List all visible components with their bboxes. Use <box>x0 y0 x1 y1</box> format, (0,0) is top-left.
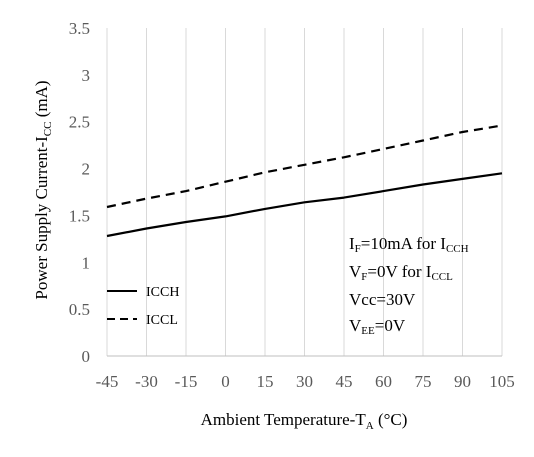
legend-label-iccl: ICCL <box>146 313 178 328</box>
x-tick-label: 75 <box>415 372 432 391</box>
legend-label-icch: ICCH <box>146 285 179 300</box>
x-tick-labels: -45 -30 -15 0 15 30 45 60 75 90 105 <box>96 372 515 391</box>
x-tick-label: 45 <box>336 372 353 391</box>
annotation-if: IF=10mA for ICCH <box>349 234 469 255</box>
x-tick-label: 0 <box>221 372 230 391</box>
series-line-iccl <box>106 124 503 209</box>
y-tick-label: 0 <box>82 347 91 366</box>
y-tick-label: 3 <box>82 66 91 85</box>
x-tick-label: 105 <box>489 372 515 391</box>
x-tick-label: -15 <box>175 372 198 391</box>
annotation-vf: VF=0V for ICCL <box>349 262 453 283</box>
y-tick-labels: 0 0.5 1 1.5 2 2.5 3 3.5 <box>69 19 90 366</box>
x-tick-label: -30 <box>135 372 158 391</box>
x-tick-label: 90 <box>454 372 471 391</box>
y-axis-title: Power Supply Current-ICC (mA) <box>32 80 54 299</box>
data-series <box>106 124 503 238</box>
y-tick-label: 2 <box>82 160 91 179</box>
x-tick-label: 15 <box>257 372 274 391</box>
y-tick-label: 1.5 <box>69 206 90 225</box>
series-line-icch <box>106 172 503 238</box>
y-tick-label: 0.5 <box>69 300 90 319</box>
annotation-vcc: Vcc=30V <box>349 290 416 309</box>
x-tick-label: -45 <box>96 372 119 391</box>
y-tick-label: 3.5 <box>69 19 90 38</box>
y-tick-label: 2.5 <box>69 113 90 132</box>
x-tick-label: 60 <box>375 372 392 391</box>
x-axis-title: Ambient Temperature-TA (°C) <box>201 410 408 432</box>
annotation-box: IF=10mA for ICCH VF=0V for ICCL Vcc=30V … <box>349 234 469 337</box>
y-tick-label: 1 <box>82 253 91 272</box>
legend: ICCH ICCL <box>107 285 179 328</box>
x-tick-label: 30 <box>296 372 313 391</box>
annotation-vee: VEE=0V <box>349 316 406 337</box>
